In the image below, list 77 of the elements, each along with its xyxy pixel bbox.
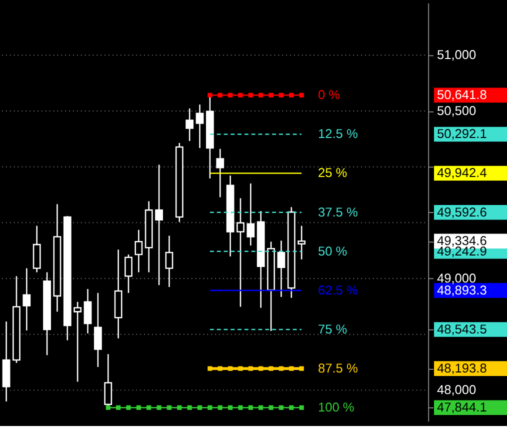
candlestick	[134, 229, 143, 273]
point	[289, 366, 294, 371]
point	[166, 405, 172, 410]
candlestick	[74, 301, 82, 382]
series-label: 12.5 %	[318, 126, 358, 142]
point	[218, 366, 222, 371]
point	[238, 92, 243, 98]
point	[208, 92, 212, 98]
point	[228, 405, 233, 410]
point	[116, 405, 121, 410]
candlestick	[155, 164, 163, 286]
point	[258, 366, 264, 371]
series-label: 0 %	[318, 87, 340, 102]
y-tick-label: 48,000	[436, 382, 476, 398]
candlestick	[22, 268, 31, 332]
candlestick	[236, 198, 244, 308]
point	[268, 405, 274, 410]
candlestick	[246, 182, 255, 246]
point	[238, 405, 243, 410]
point	[289, 92, 294, 98]
point	[177, 405, 182, 410]
point	[136, 405, 141, 410]
point	[299, 366, 304, 371]
candlestick	[104, 353, 112, 408]
point	[187, 405, 192, 410]
point	[278, 92, 284, 98]
y-tick-label: 49,942.4	[436, 165, 487, 180]
point	[289, 405, 294, 410]
point	[278, 405, 284, 410]
point	[258, 92, 264, 98]
point	[248, 92, 253, 98]
y-tick-label: 50,641.8	[436, 87, 487, 102]
y-tick-label: 50,500	[436, 102, 476, 118]
y-tick-label: 47,844.1	[436, 400, 487, 415]
point	[218, 92, 222, 98]
point	[228, 92, 233, 98]
point	[258, 405, 264, 410]
point	[218, 405, 222, 410]
point	[156, 405, 162, 410]
point	[106, 405, 110, 410]
series-label: 50 %	[318, 243, 348, 258]
point	[146, 405, 152, 410]
candlestick	[196, 104, 204, 149]
series-label: 62.5 %	[318, 282, 358, 298]
y-tick-label: 50,292.1	[436, 126, 487, 142]
point	[197, 405, 202, 410]
point	[208, 405, 212, 410]
candlestick	[84, 288, 92, 334]
y-tick-label: 51,000	[436, 47, 476, 62]
point	[268, 92, 274, 98]
y-tick-label: 49,000	[436, 270, 476, 286]
candlestick	[94, 292, 102, 368]
candlestick	[277, 240, 286, 298]
series-label: 37.5 %	[318, 204, 358, 220]
candlestick	[124, 254, 132, 294]
series-label: 75 %	[318, 321, 348, 336]
series-label: 87.5 %	[318, 360, 358, 376]
candlestick	[298, 225, 306, 260]
point	[248, 405, 253, 410]
y-tick-label: 48,543.5	[436, 321, 487, 336]
point	[126, 405, 131, 410]
candlestick	[165, 235, 174, 288]
point	[278, 366, 284, 371]
series-label: 25 %	[318, 165, 348, 180]
y-tick-label: 49,592.6	[436, 204, 487, 220]
point	[248, 366, 253, 371]
point	[228, 366, 233, 371]
point	[238, 366, 243, 371]
point	[299, 92, 304, 98]
candlestick	[32, 225, 41, 273]
candlestick	[216, 148, 224, 198]
point	[268, 366, 274, 371]
series-label: 100 %	[318, 400, 354, 415]
y-tick-label: 48,193.8	[436, 360, 487, 376]
point	[299, 405, 304, 410]
candlestick	[186, 108, 194, 142]
point	[208, 366, 212, 371]
